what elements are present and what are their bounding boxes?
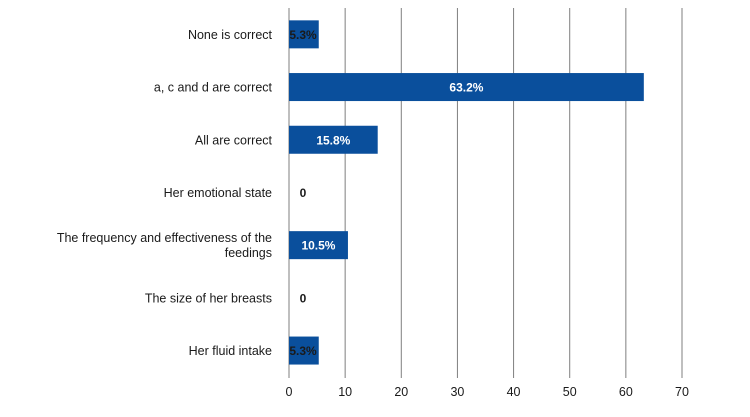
data-label: 5.3% [289,28,317,42]
category-label: The size of her breasts [145,291,272,305]
data-label: 15.8% [316,133,350,147]
x-tick-label: 20 [394,385,408,399]
data-label: 5.3% [289,344,317,358]
bar [289,231,348,260]
labels: 0 10 20 30 40 50 60 70 5.3% None is correct 63.2% a… [57,28,689,399]
data-label: 0 [300,291,307,305]
category-label: None is correct [188,28,273,42]
x-tick-label: 60 [619,385,633,399]
data-label: 0 [300,186,307,200]
bar [289,125,378,154]
category-label: All are correct [195,133,273,147]
category-label: a, c and d are correct [154,81,273,95]
data-label: 63.2% [449,81,483,95]
data-label: 10.5% [301,239,335,253]
category-label: The frequency and effectiveness of the fe… [57,231,272,260]
x-tick-label: 40 [507,385,521,399]
x-tick-label: 70 [675,385,689,399]
x-tick-label: 0 [286,385,293,399]
gridlines [288,8,683,378]
x-tick-label: 50 [563,385,577,399]
bar [289,73,644,102]
bars [289,20,644,365]
bar [289,20,319,49]
category-label: Her emotional state [164,186,272,200]
x-tick-label: 30 [450,385,464,399]
category-label: Her fluid intake [189,344,272,358]
bar [289,336,319,365]
x-tick-label: 10 [338,385,352,399]
